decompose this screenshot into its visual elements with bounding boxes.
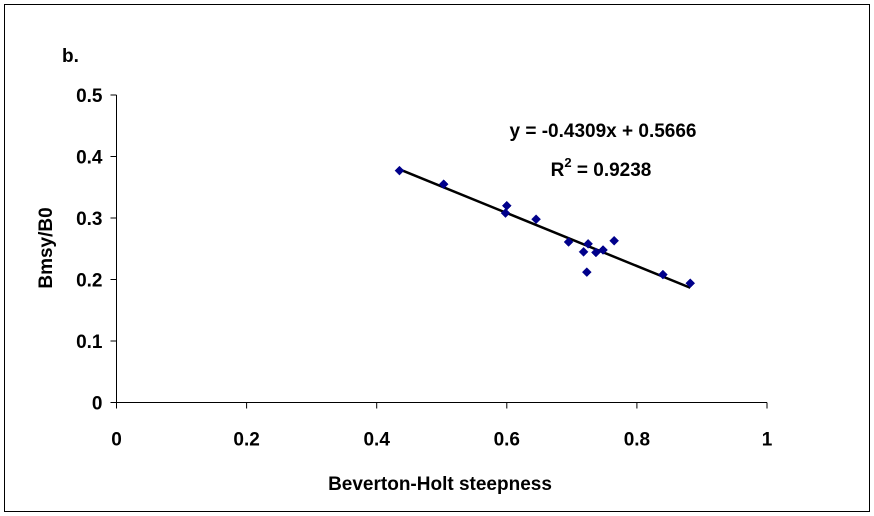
x-tick-label: 0.6 (494, 430, 520, 451)
y-tick-label: 0 (92, 394, 103, 415)
chart-border (4, 4, 870, 512)
y-axis-label: Bmsy/B0 (36, 207, 57, 288)
data-point (658, 269, 668, 280)
x-tick-label: 1 (762, 430, 773, 451)
data-point (500, 208, 511, 218)
data-point (531, 214, 541, 225)
data-point (563, 237, 574, 247)
trendline-equation: y = -0.4309x + 0.5666 (510, 121, 697, 142)
axis-ticks (110, 94, 768, 409)
r-squared-exponent: 2 (564, 155, 571, 170)
tick-labels: 0 0.2 0.4 0.6 0.8 1 0 0.1 0.2 0.3 0.4 0.5 (76, 86, 773, 451)
axes (116, 95, 767, 403)
data-point (583, 238, 593, 249)
data-point (598, 245, 608, 255)
x-tick-label: 0 (111, 430, 122, 451)
trendline (398, 168, 691, 289)
x-tick-label: 0.4 (363, 430, 390, 451)
r-squared-prefix: R (551, 160, 565, 181)
data-point (685, 278, 696, 289)
y-tick-label: 0.2 (76, 271, 102, 292)
data-points (394, 165, 696, 289)
data-point (438, 179, 449, 190)
r-squared-label: R2 = 0.9238 (551, 155, 652, 181)
x-tick-label: 0.8 (624, 430, 650, 451)
r-squared-value: = 0.9238 (572, 160, 652, 181)
data-point (394, 165, 405, 176)
data-point (578, 246, 589, 257)
y-tick-label: 0.3 (76, 209, 102, 230)
data-point (591, 247, 601, 258)
y-tick-label: 0.4 (76, 148, 103, 169)
y-tick-label: 0.1 (76, 332, 103, 353)
x-axis-label: Beverton-Holt steepness (328, 474, 552, 495)
data-point (609, 235, 619, 246)
x-tick-label: 0.2 (233, 430, 259, 451)
panel-label: b. (62, 46, 79, 67)
data-point (581, 267, 592, 277)
y-tick-label: 0.5 (76, 86, 103, 107)
